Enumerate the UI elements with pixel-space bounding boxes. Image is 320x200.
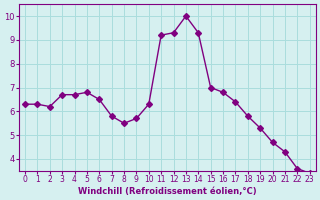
X-axis label: Windchill (Refroidissement éolien,°C): Windchill (Refroidissement éolien,°C) <box>78 187 257 196</box>
